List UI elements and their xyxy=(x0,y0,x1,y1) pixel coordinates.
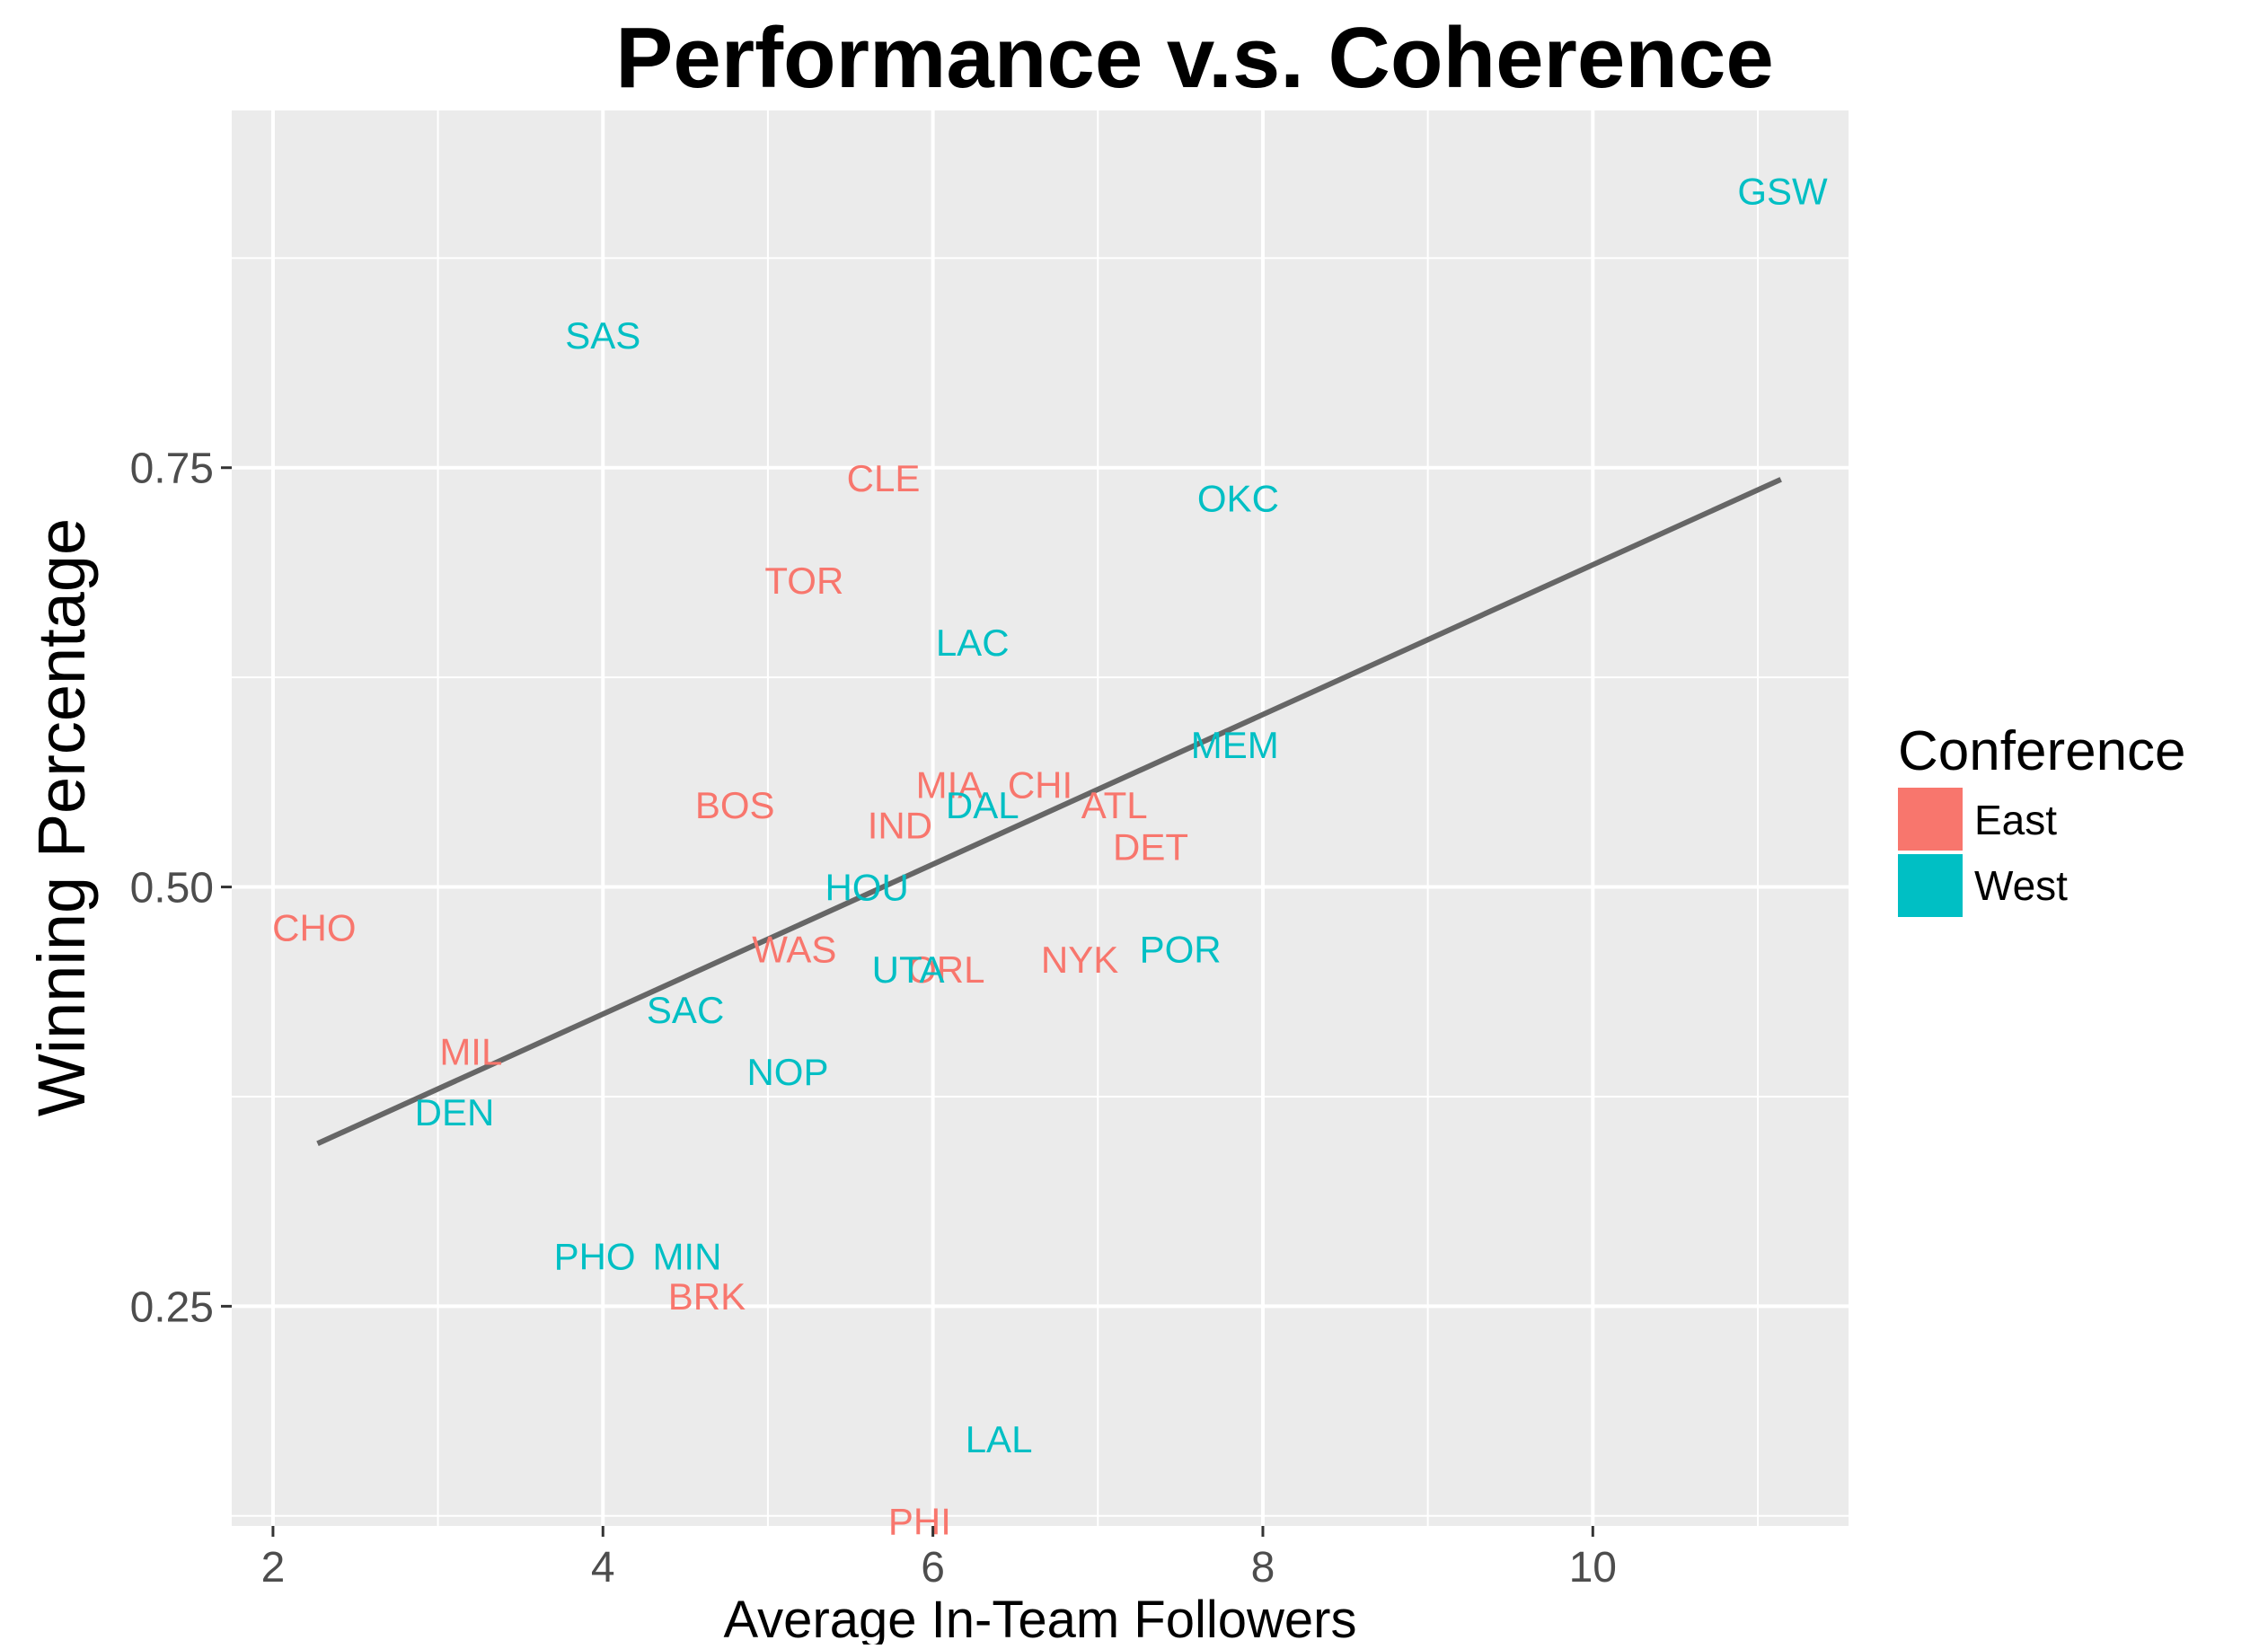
team-label-den: DEN xyxy=(415,1091,495,1133)
team-label-por: POR xyxy=(1140,929,1222,971)
legend-key-east xyxy=(1898,788,1963,851)
x-tick-label: 4 xyxy=(591,1544,615,1592)
y-tick-label: 0.50 xyxy=(130,865,214,913)
y-tick-label: 0.75 xyxy=(130,445,214,493)
team-label-cho: CHO xyxy=(272,906,356,948)
legend-title: Conference xyxy=(1898,720,2186,782)
team-label-dal: DAL xyxy=(946,784,1019,826)
team-label-sac: SAC xyxy=(647,989,724,1031)
team-label-uta: UTA xyxy=(872,948,945,991)
team-label-min: MIN xyxy=(652,1235,721,1277)
x-axis-title: Average In-Team Followers xyxy=(724,1591,1357,1645)
team-label-mia: MIA xyxy=(916,764,984,807)
legend-label-east: East xyxy=(1974,797,2057,843)
team-label-orl: ORL xyxy=(907,948,984,991)
legend: Conference East West xyxy=(1898,720,2186,917)
trend-layer xyxy=(316,477,1782,1146)
team-label-was: WAS xyxy=(752,929,836,971)
team-label-lac: LAC xyxy=(936,622,1010,664)
trend-line xyxy=(316,477,1782,1146)
team-label-pho: PHO xyxy=(554,1235,636,1277)
team-label-phi: PHI xyxy=(888,1500,951,1542)
ticks-layer: 2 4 6 8 10 0.25 0.50 0.75 xyxy=(130,445,1617,1592)
team-label-gsw: GSW xyxy=(1737,171,1828,213)
team-label-chi: CHI xyxy=(1008,764,1072,807)
team-label-okc: OKC xyxy=(1197,477,1279,519)
y-axis-title: Winning Percentage xyxy=(24,518,99,1116)
chart-title: Performance v.s. Coherence xyxy=(615,10,1773,106)
x-tick-label: 2 xyxy=(261,1544,286,1592)
team-label-lal: LAL xyxy=(966,1418,1033,1460)
legend-label-west: West xyxy=(1974,862,2068,909)
team-label-atl: ATL xyxy=(1081,784,1148,826)
y-tick-label: 0.25 xyxy=(130,1283,214,1331)
team-label-hou: HOU xyxy=(825,867,908,909)
x-tick-label: 8 xyxy=(1251,1544,1275,1592)
x-tick-label: 6 xyxy=(921,1544,945,1592)
team-label-bos: BOS xyxy=(695,784,775,826)
team-label-ind: IND xyxy=(868,804,932,846)
team-label-mil: MIL xyxy=(439,1031,502,1073)
team-label-sas: SAS xyxy=(565,314,640,357)
team-label-mem: MEM xyxy=(1191,724,1279,766)
major-grid xyxy=(232,110,1849,1526)
x-tick-label: 10 xyxy=(1569,1544,1617,1592)
team-label-brk: BRK xyxy=(668,1275,746,1318)
team-label-nop: NOP xyxy=(746,1051,828,1093)
minor-grid xyxy=(232,110,1849,1526)
team-label-cle: CLE xyxy=(847,457,921,499)
legend-key-west xyxy=(1898,854,1963,917)
team-label-nyk: NYK xyxy=(1041,939,1118,981)
team-label-det: DET xyxy=(1113,826,1188,869)
team-label-tor: TOR xyxy=(764,560,843,602)
